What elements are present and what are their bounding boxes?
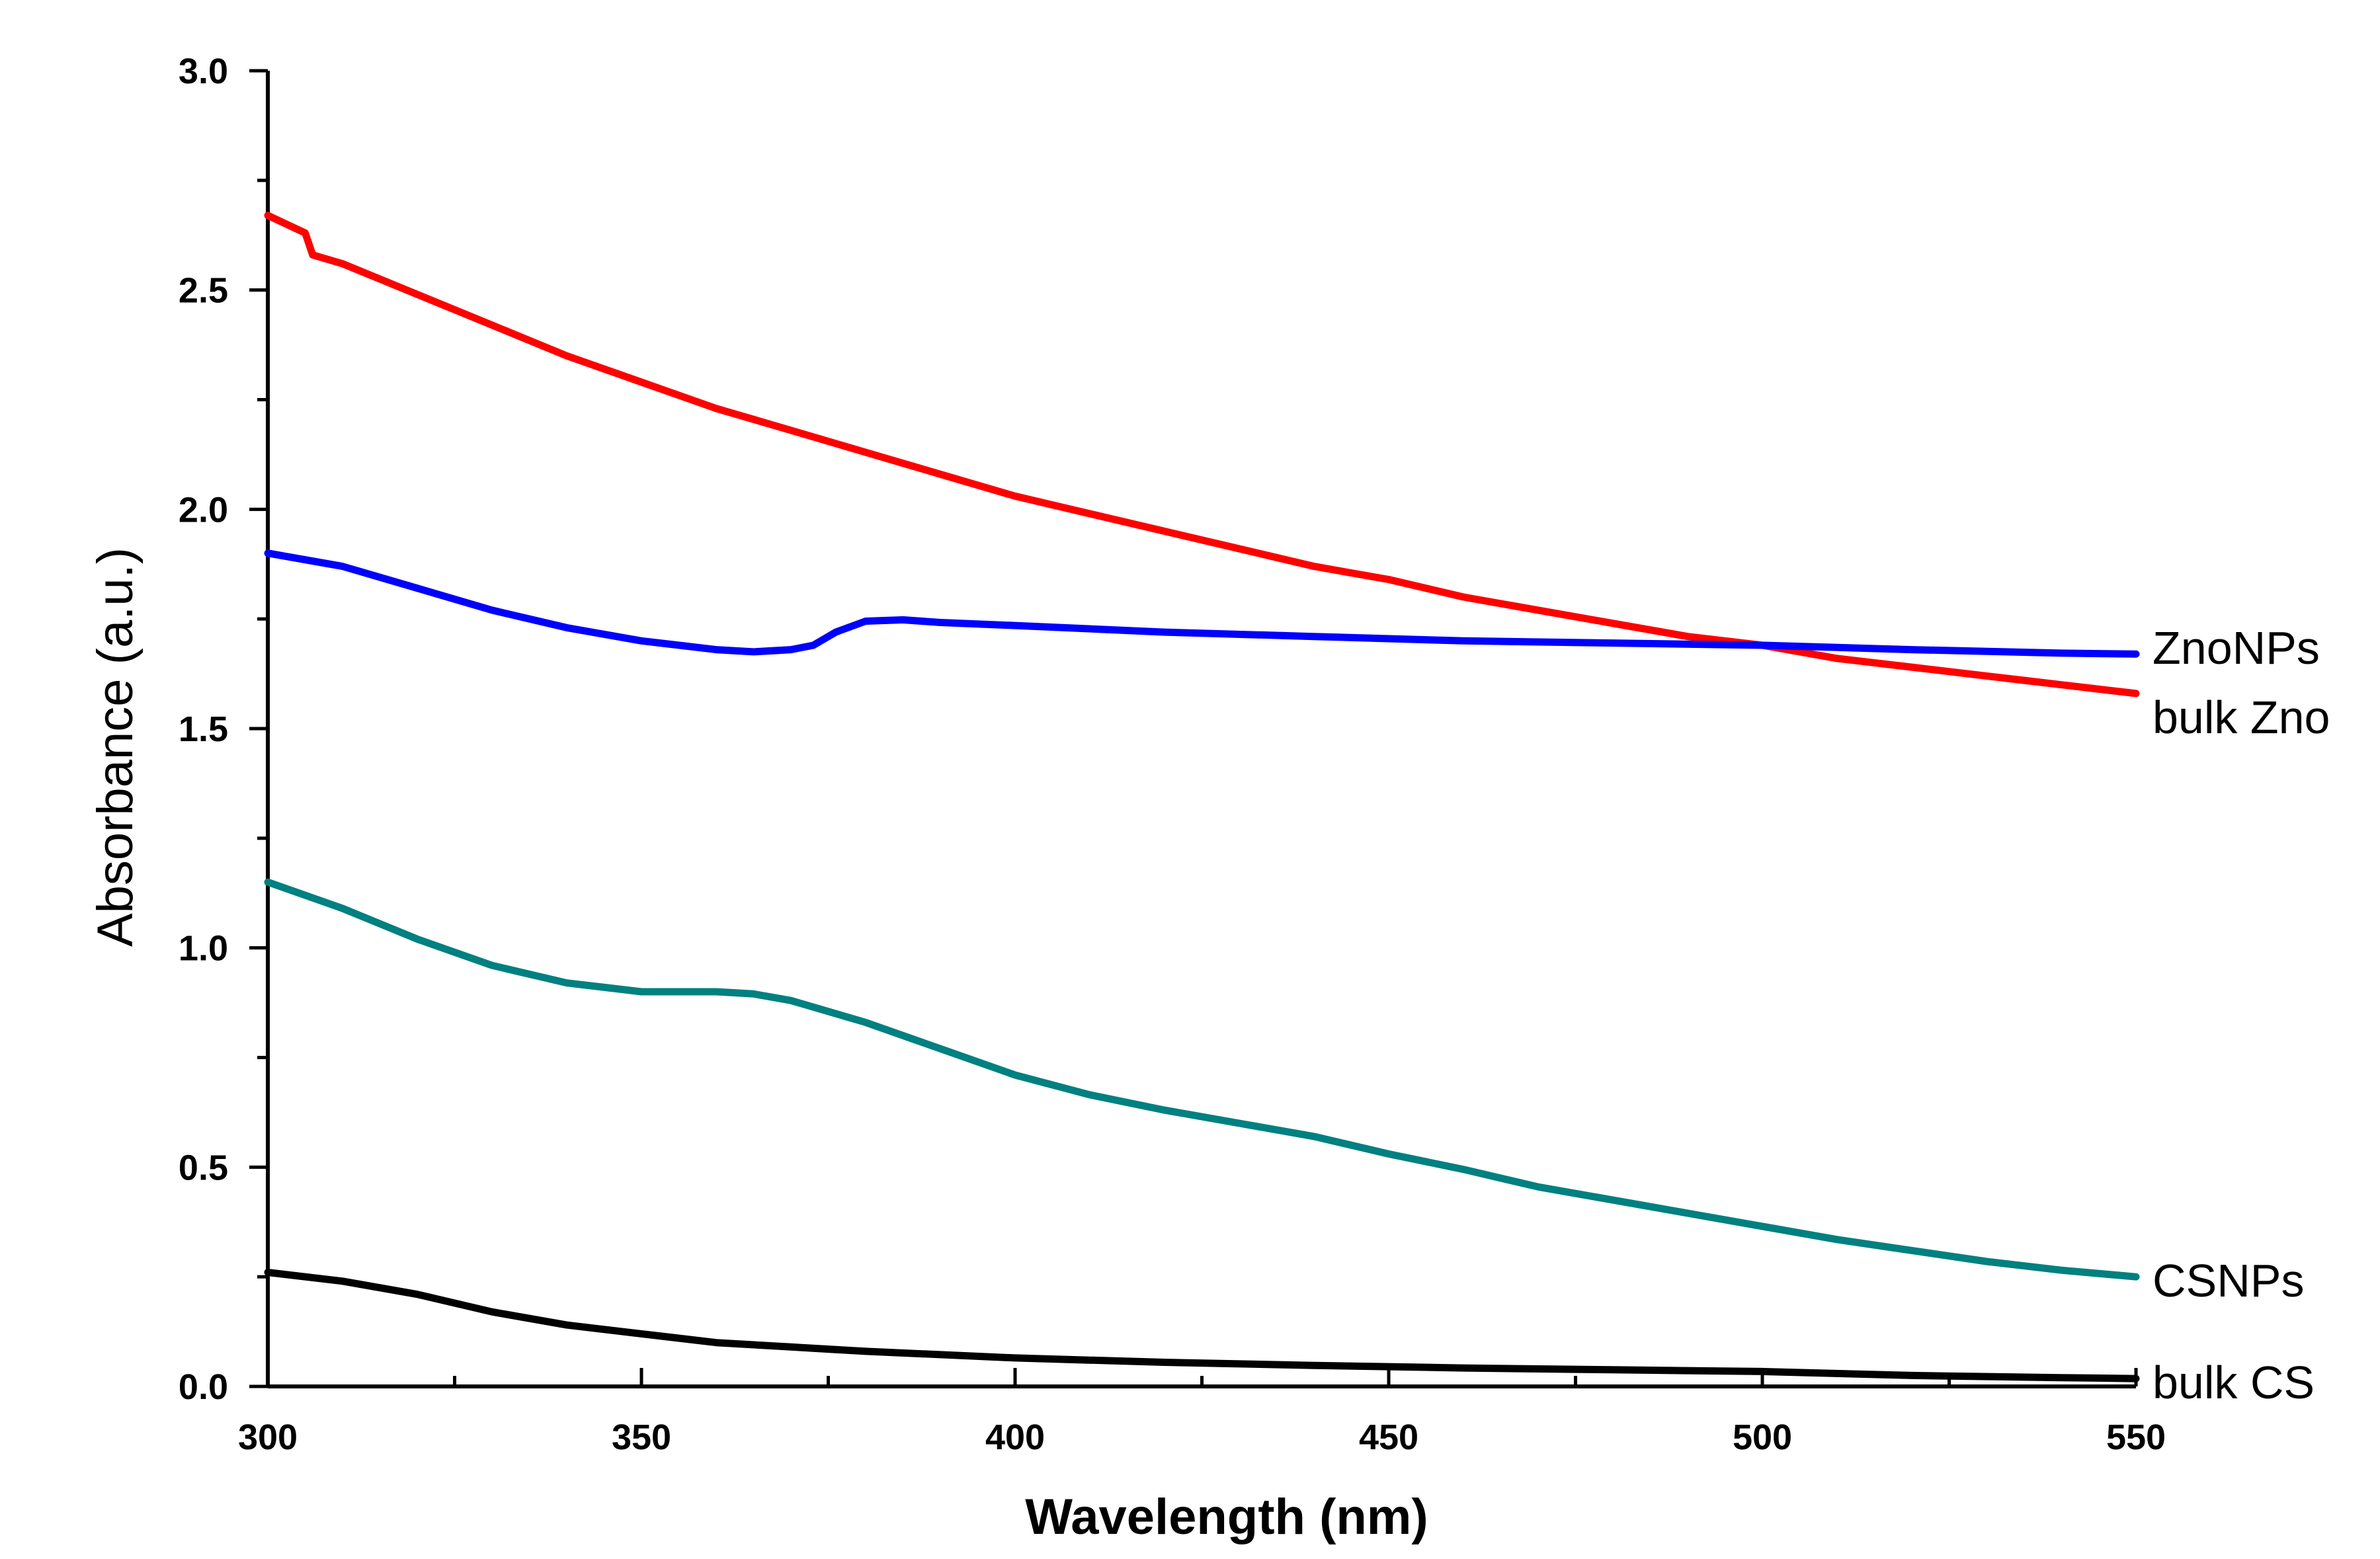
series-line-csnps: [264, 878, 2140, 1281]
series-label-bulk-zno: bulk Zno: [2153, 692, 2330, 743]
series-line-bulk-cs: [264, 1269, 2140, 1382]
y-axis-title: Absorbance (a.u.): [87, 547, 144, 947]
y-tick-label: 1.5: [179, 709, 228, 749]
series-label-csnps: CSNPs: [2153, 1255, 2304, 1306]
series-label-znonps: ZnoNPs: [2153, 622, 2320, 674]
x-tick-label: 300: [238, 1418, 298, 1457]
tick-marks: [249, 69, 2138, 1388]
x-tick-label: 350: [612, 1418, 671, 1457]
y-tick-label: 0.0: [179, 1367, 228, 1407]
x-tick-label: 500: [1733, 1418, 1792, 1457]
y-tick-label: 3.0: [179, 52, 228, 91]
x-axis-title: Wavelength (nm): [1025, 1489, 1428, 1545]
y-tick-label: 2.5: [179, 271, 228, 311]
y-tick-label: 2.0: [179, 490, 228, 530]
axes: [266, 71, 2136, 1388]
tick-labels: 300 350 400 450 500 550 0.0 0.5 1.0 1.5 2.0 2.5 3.0: [179, 52, 2166, 1457]
y-tick-label: 0.5: [179, 1148, 228, 1187]
x-tick-label: 400: [985, 1418, 1045, 1457]
series-lines: [264, 212, 2140, 1382]
series-line-bulk-zno: [264, 212, 2140, 698]
series-line-znonps: [264, 549, 2140, 658]
y-tick-label: 1.0: [179, 929, 228, 969]
x-tick-label: 550: [2106, 1418, 2166, 1457]
x-tick-label: 450: [1359, 1418, 1418, 1457]
series-label-bulk-cs: bulk CS: [2153, 1357, 2315, 1408]
series-labels: bulk Zno ZnoNPs CSNPs bulk CS: [2153, 622, 2330, 1408]
